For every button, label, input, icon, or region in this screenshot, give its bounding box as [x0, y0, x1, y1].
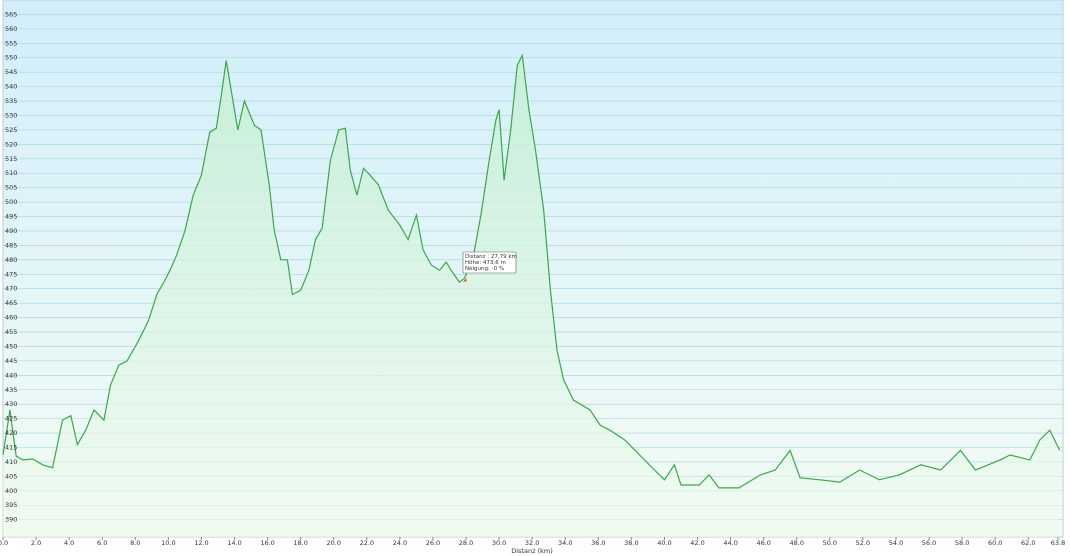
y-tick-label: 460 — [5, 314, 17, 322]
x-tick-label: 44.0 — [723, 539, 737, 547]
y-tick-label: 425 — [5, 415, 17, 423]
y-tick-label: 555 — [5, 39, 17, 47]
x-tick-label: 52.0 — [856, 539, 870, 547]
y-tick-label: 560 — [5, 25, 17, 33]
x-tick-label: 63.8 — [1051, 539, 1065, 547]
x-tick-label: 58.0 — [955, 539, 969, 547]
x-tick-label: 32.0 — [525, 539, 539, 547]
tooltip-line: Distanz : 27,79 km — [465, 254, 517, 260]
y-tick-label: 420 — [5, 429, 17, 437]
x-tick-label: 36.0 — [591, 539, 605, 547]
x-tick-label: 14.0 — [227, 539, 241, 547]
x-tick-label: 2.0 — [31, 539, 41, 547]
x-tick-label: 54.0 — [889, 539, 903, 547]
x-tick-label: 24.0 — [393, 539, 407, 547]
x-tick-label: 20.0 — [326, 539, 340, 547]
y-tick-label: 480 — [5, 256, 17, 264]
y-tick-label: 505 — [5, 184, 17, 192]
y-tick-label: 390 — [5, 516, 17, 524]
x-tick-label: 34.0 — [558, 539, 572, 547]
y-tick-label: 410 — [5, 458, 17, 466]
y-tick-label: 455 — [5, 328, 17, 336]
y-tick-label: 475 — [5, 270, 17, 278]
x-tick-label: 42.0 — [690, 539, 704, 547]
x-tick-label: 16.0 — [260, 539, 274, 547]
y-tick-label: 535 — [5, 97, 17, 105]
x-tick-label: 40.0 — [657, 539, 671, 547]
x-tick-label: 10.0 — [161, 539, 175, 547]
x-tick-label: 46.0 — [756, 539, 770, 547]
y-tick-label: 470 — [5, 285, 17, 293]
x-tick-label: 0.0 — [0, 539, 8, 547]
x-tick-label: 28.0 — [459, 539, 473, 547]
x-tick-label: 18.0 — [293, 539, 307, 547]
x-tick-label: 50.0 — [823, 539, 837, 547]
y-tick-label: 435 — [5, 386, 17, 394]
y-tick-label: 565 — [5, 10, 17, 18]
x-tick-label: 8.0 — [130, 539, 140, 547]
x-tick-label: 60.0 — [988, 539, 1002, 547]
x-tick-label: 26.0 — [426, 539, 440, 547]
tooltip-line: Neigung: -0 % — [465, 266, 504, 272]
area-fill — [3, 55, 1060, 538]
x-tick-label: 62.0 — [1021, 539, 1035, 547]
x-tick-label: 30.0 — [492, 539, 506, 547]
y-tick-label: 515 — [5, 155, 17, 163]
y-tick-label: 440 — [5, 371, 17, 379]
x-tick-label: 6.0 — [97, 539, 107, 547]
y-tick-label: 490 — [5, 227, 17, 235]
elevation-line — [2, 53, 1061, 489]
x-tick-label: 48.0 — [790, 539, 804, 547]
x-tick-label: 22.0 — [360, 539, 374, 547]
y-tick-label: 445 — [5, 357, 17, 365]
x-tick-label: 56.0 — [922, 539, 936, 547]
tooltip: Distanz : 27,79 km Höhe: 473,6 m Neigung… — [462, 251, 517, 282]
y-tick-label: 485 — [5, 241, 17, 249]
tooltip-line: Höhe: 473,6 m — [465, 260, 506, 266]
y-tick-label: 520 — [5, 140, 17, 148]
y-tick-label: 525 — [5, 126, 17, 134]
x-tick-label: 38.0 — [624, 539, 638, 547]
tooltip-marker — [463, 278, 467, 282]
y-tick-label: 430 — [5, 400, 17, 408]
y-tick-label: 450 — [5, 342, 17, 350]
x-tick-label: 4.0 — [64, 539, 74, 547]
y-tick-label: 545 — [5, 68, 17, 76]
y-tick-label: 465 — [5, 299, 17, 307]
y-tick-label: 540 — [5, 83, 17, 91]
tooltip-box — [462, 251, 517, 274]
y-tick-label: 500 — [5, 198, 17, 206]
x-tick-label: 12.0 — [194, 539, 208, 547]
x-axis-label: Distanz (km) — [511, 547, 553, 555]
y-tick-label: 415 — [5, 444, 17, 452]
y-tick-label: 495 — [5, 213, 17, 221]
y-tick-label: 400 — [5, 487, 17, 495]
y-tick-label: 395 — [5, 501, 17, 509]
y-tick-label: 405 — [5, 472, 17, 480]
y-tick-label: 530 — [5, 111, 17, 119]
y-tick-label: 510 — [5, 169, 17, 177]
y-tick-label: 550 — [5, 54, 17, 62]
